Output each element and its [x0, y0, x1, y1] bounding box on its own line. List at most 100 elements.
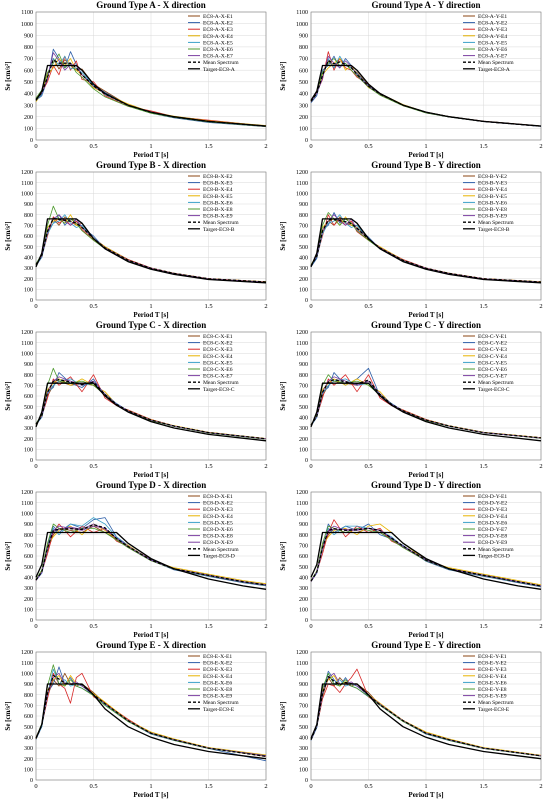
chart-title: Ground Type E - X direction — [96, 640, 206, 650]
y-tick-label: 400 — [299, 92, 308, 98]
chart-svg: Ground Type E - Y direction 0 100 200 300 400… — [279, 640, 543, 799]
y-tick-label: 200 — [299, 437, 308, 443]
y-tick-label: 0 — [30, 298, 33, 304]
legend-label: EC8-B-Y-E8 — [478, 207, 507, 213]
y-tick-label: 600 — [299, 68, 308, 74]
legend-label: EC8-C-X-E4 — [203, 354, 233, 360]
y-tick-label: 900 — [299, 33, 308, 39]
chart-panel-d-x: Ground Type D - X direction 0 100 200 300 400… — [0, 480, 275, 640]
legend-label: EC8-C-X-E1 — [203, 334, 233, 340]
y-tick-label: 200 — [24, 597, 33, 603]
legend-label: EC8-E-Y-E6 — [478, 680, 507, 686]
y-axis-label: Se [cm/s²] — [279, 541, 287, 570]
legend-label: EC8-E-Y-E4 — [478, 674, 507, 680]
series-line-8 — [35, 382, 267, 442]
y-tick-label: 1000 — [21, 352, 33, 358]
x-axis-label: Period T [s] — [408, 151, 443, 159]
x-tick-label: 0 — [309, 463, 312, 470]
x-tick-label: 2 — [539, 303, 542, 310]
series-line-8 — [310, 218, 542, 284]
series-line-8 — [310, 683, 542, 760]
legend-label: Target-EC8-D — [478, 553, 510, 559]
y-tick-label: 0 — [305, 778, 308, 784]
y-tick-label: 1200 — [296, 330, 308, 336]
y-axis-label: Se [cm/s²] — [279, 701, 287, 730]
y-tick-label: 500 — [24, 80, 33, 86]
legend-label: Target-EC8-C — [203, 387, 235, 393]
legend-label: EC8-B-Y-E3 — [478, 181, 507, 187]
x-tick-label: 1.5 — [204, 463, 212, 470]
legend-label: EC8-D-Y-E2 — [478, 501, 507, 507]
y-tick-label: 700 — [24, 224, 33, 230]
legend-label: EC8-A-X-E3 — [203, 27, 233, 33]
chart-svg: Ground Type A - Y direction 0 100 200 300 400… — [279, 0, 543, 159]
y-tick-label: 1100 — [296, 661, 308, 667]
series-line-8 — [310, 382, 542, 442]
y-tick-label: 700 — [299, 57, 308, 63]
plot-area — [310, 651, 542, 781]
legend-label: EC8-A-X-E5 — [203, 40, 233, 46]
y-tick-label: 100 — [299, 448, 308, 454]
legend-label: EC8-D-Y-E4 — [478, 514, 507, 520]
y-tick-label: 700 — [299, 224, 308, 230]
x-tick-label: 1 — [149, 303, 152, 310]
x-tick-label: 0.5 — [89, 463, 97, 470]
y-tick-label: 400 — [299, 416, 308, 422]
x-tick-label: 1 — [149, 143, 152, 150]
y-tick-label: 700 — [299, 704, 308, 710]
y-tick-label: 600 — [24, 714, 33, 720]
x-tick-label: 0 — [34, 143, 37, 150]
y-tick-label: 900 — [299, 522, 308, 528]
x-axis-label: Period T [s] — [133, 631, 168, 639]
legend-label: Mean Spectrum — [478, 700, 514, 706]
plot-area — [35, 331, 267, 461]
x-tick-label: 1 — [424, 783, 427, 790]
x-tick-label: 0.5 — [364, 143, 372, 150]
x-tick-label: 1 — [424, 303, 427, 310]
x-tick-label: 2 — [264, 303, 267, 310]
y-tick-label: 1200 — [296, 490, 308, 496]
y-tick-label: 1000 — [296, 352, 308, 358]
y-tick-label: 300 — [299, 746, 308, 752]
y-tick-label: 900 — [299, 362, 308, 368]
legend-label: EC8-A-Y-E3 — [478, 27, 507, 33]
y-tick-label: 800 — [299, 373, 308, 379]
chart-svg: Ground Type A - X direction 0 100 200 300 400… — [4, 0, 268, 159]
chart-panel-e-x: Ground Type E - X direction 0 100 200 300 400… — [0, 640, 275, 800]
chart-svg: Ground Type B - Y direction 0 100 200 300 400… — [279, 160, 543, 319]
legend-label: EC8-E-Y-E3 — [478, 667, 507, 673]
plot-area — [35, 491, 267, 621]
y-tick-label: 1100 — [21, 661, 33, 667]
y-tick-label: 100 — [299, 127, 308, 133]
y-tick-label: 800 — [299, 213, 308, 219]
legend-label: Target-EC8-E — [203, 707, 235, 713]
legend-label: EC8-D-Y-E6 — [478, 520, 507, 526]
x-tick-label: 2 — [539, 623, 542, 630]
legend-label: EC8-B-Y-E5 — [478, 194, 507, 200]
legend-label: EC8-C-Y-E6 — [478, 367, 507, 373]
plot-area — [310, 331, 542, 461]
y-tick-label: 200 — [299, 115, 308, 121]
y-tick-label: 400 — [24, 416, 33, 422]
chart-panel-b-x: Ground Type B - X direction 0 100 200 300 400… — [0, 160, 275, 320]
y-tick-label: 1100 — [21, 10, 33, 16]
y-tick-label: 700 — [24, 57, 33, 63]
legend-label: Mean Spectrum — [203, 700, 239, 706]
legend-label: EC8-C-Y-E5 — [478, 360, 507, 366]
y-tick-label: 800 — [24, 693, 33, 699]
legend-label: Mean Spectrum — [203, 220, 239, 226]
y-tick-label: 500 — [24, 405, 33, 411]
y-tick-label: 500 — [299, 80, 308, 86]
y-tick-label: 800 — [24, 213, 33, 219]
series-line-7 — [310, 378, 542, 439]
y-tick-label: 1200 — [21, 490, 33, 496]
y-tick-label: 200 — [299, 277, 308, 283]
y-tick-label: 0 — [305, 298, 308, 304]
series-line-8 — [35, 64, 267, 127]
y-tick-label: 600 — [299, 234, 308, 240]
legend-label: Mean Spectrum — [478, 380, 514, 386]
series-line-8 — [35, 218, 267, 284]
legend-label: EC8-A-X-E7 — [203, 54, 233, 60]
x-tick-label: 0.5 — [364, 463, 372, 470]
legend-label: Target-EC8-A — [203, 67, 235, 73]
